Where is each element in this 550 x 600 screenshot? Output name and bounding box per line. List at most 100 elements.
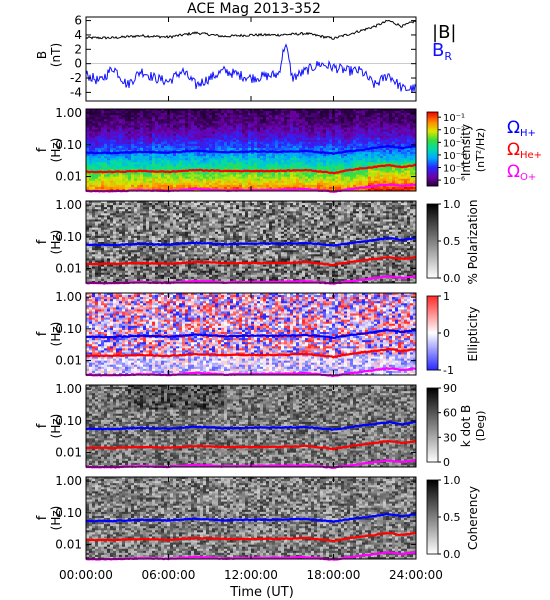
spectrogram-cell [140,154,144,157]
spectrogram-cell [161,186,165,190]
spectrogram-cell [116,166,120,169]
spectrogram-cell [104,141,108,145]
spectrogram-cell [86,127,90,130]
spectrogram-cell [107,133,111,137]
spectrogram-cell [146,141,150,145]
spectrogram-cell [104,137,108,141]
spectrogram-cell [101,158,105,161]
spectrogram-cell [143,162,147,165]
spectrogram-cell [143,117,147,120]
spectrogram-cell [164,147,168,151]
spectrogram-cell [149,141,153,145]
chart-title: ACE Mag 2013-352 [187,1,321,17]
spectrogram-cell [104,125,108,128]
spectrogram-cell [110,174,114,178]
spectrogram-cell [113,160,117,163]
spectrogram-cell [131,141,135,145]
spectrogram-cell [131,137,135,141]
spectrogram-cell [89,178,93,182]
spectrogram-cell [161,154,165,157]
spectrogram-cell [149,117,153,120]
spectrogram-cell [140,180,144,184]
spectrogram-cell [137,164,141,167]
spectrogram-cell [167,133,171,137]
spectrogram-cell [116,141,120,145]
spectrogram-cell [122,135,126,139]
spectrogram-cell [107,139,111,143]
spectrogram-cell [140,172,144,175]
spectrogram-cell [107,113,111,116]
spectrogram-cell [155,119,159,122]
spectrogram-cell [149,129,153,132]
spectrogram-cell [89,133,93,137]
spectrogram-cell [110,162,114,165]
spectrogram-cell [86,131,90,134]
spectrogram-cell [125,129,129,132]
spectrogram-cell [98,164,102,167]
spectrogram-cell [164,139,168,143]
spectrogram-cell [140,158,144,161]
spectrogram-cell [146,152,150,155]
spectrogram-cell [149,178,153,182]
spectrogram-cell [143,180,147,184]
spectrogram-cell [158,182,162,186]
spectrogram-cell [116,184,120,188]
spectrogram-cell [98,113,102,116]
spectrogram-cell [131,115,135,118]
spectrogram-cell [143,147,147,151]
spectrogram-cell [134,168,138,171]
spectrogram-cell [86,158,90,161]
spectrogram-image [86,109,417,192]
spectrogram-cell [146,178,150,182]
spectrogram-cell [107,154,111,157]
spectrogram-cell [146,129,150,132]
spectrogram-cell [122,184,126,188]
spectrogram-cell [110,150,114,153]
spectrogram-cell [125,127,129,130]
spectrogram-cell [164,115,168,118]
spectrogram-cell [110,160,114,163]
spectrogram-cell [167,117,171,120]
spectrogram-cell [95,176,99,180]
spectrogram-cell [119,147,123,151]
spectrogram-cell [164,111,168,114]
spectrogram-cell [110,176,114,180]
spectrogram-cell [131,121,135,124]
spectrogram-cell [95,184,99,188]
spectrogram-cell [152,154,156,157]
spectrogram-cell [149,113,153,116]
spectrogram-cell [167,166,171,169]
spectrogram-cell [161,160,165,163]
spectrogram-cell [128,160,132,163]
spectrogram-cell [89,184,93,188]
spectrogram-cell [143,131,147,134]
spectrogram-cell [149,168,153,171]
spectrogram-cell [125,109,129,112]
panel-frame [85,16,417,102]
spectrogram-cell [113,168,117,171]
x-axis-label: Time (UT) [229,585,294,600]
spectrogram-cell [110,178,114,182]
spectrogram-cell [113,182,117,186]
legend-omega-O: ΩO+ [507,162,536,183]
spectrogram-cell [158,158,162,161]
spectrogram-cell [152,141,156,145]
spectrogram-cell [92,160,96,163]
spectrogram-cell [143,115,147,118]
spectrogram-cell [122,111,126,114]
spectrogram-cell [122,121,126,124]
spectrogram-cell [140,137,144,141]
spectrogram-cell [152,178,156,182]
spectrogram-cell [134,119,138,122]
spectrogram-cell [158,141,162,145]
spectrogram-cell [146,115,150,118]
spectrogram-cell [155,141,159,145]
spectrogram-cell [164,160,168,163]
spectrogram-cell [86,109,90,112]
spectrogram-cell [125,154,129,157]
spectrogram-cell [158,164,162,167]
spectrogram-cell [116,182,120,186]
spectrogram-cell [146,147,150,151]
spectrogram-cell [122,119,126,122]
spectrogram-cell [158,123,162,126]
